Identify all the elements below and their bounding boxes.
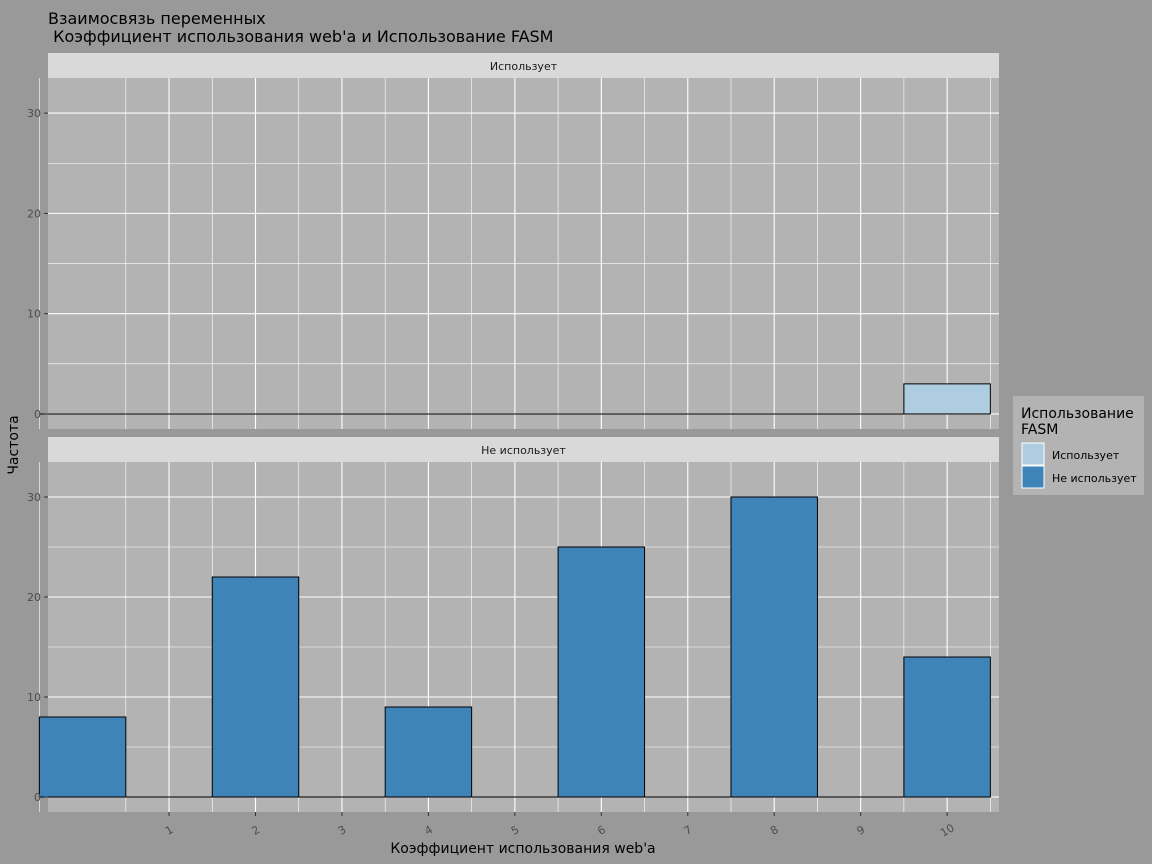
legend-key-not-uses <box>1021 465 1045 489</box>
legend: Использование FASM Использует Не использ… <box>1013 396 1144 495</box>
legend-label-not-uses: Не использует <box>1052 472 1137 485</box>
facet-strip-label: Использует <box>490 60 558 73</box>
y-tick-label: 30 <box>27 107 41 120</box>
bar <box>903 656 991 798</box>
legend-title-line1: Использование <box>1021 406 1134 422</box>
facet-strip <box>48 53 999 78</box>
y-tick-label: 0 <box>34 408 41 421</box>
legend-label-uses: Использует <box>1052 449 1120 462</box>
y-tick-label: 20 <box>27 207 41 220</box>
y-tick-label: 30 <box>27 491 41 504</box>
facet-strip <box>48 437 999 462</box>
y-tick-label: 0 <box>34 791 41 804</box>
facet-strip-label: Не использует <box>481 444 566 457</box>
facet-panel-1: Не использует 0 10 20 30 <box>27 437 999 812</box>
chart-title: Взаимосвязь переменных <box>48 9 266 28</box>
chart-subtitle: Коэффициент использования web'a и Исполь… <box>48 27 553 46</box>
x-tick-label: 10 <box>938 821 957 839</box>
facet-panels: Использует 0 10 20 30 Не использует 0 10 20 30 <box>27 53 999 812</box>
y-axis-label: Частота <box>6 415 22 474</box>
bar <box>903 383 991 415</box>
y-tick-label: 10 <box>27 691 41 704</box>
bar <box>730 496 818 798</box>
y-tick-label: 20 <box>27 591 41 604</box>
y-tick-label: 10 <box>27 308 41 321</box>
bar <box>211 576 300 798</box>
panel-background <box>48 462 999 812</box>
legend-key-uses <box>1021 442 1045 466</box>
legend-title-line2: FASM <box>1021 422 1058 438</box>
panel-background <box>48 78 999 429</box>
bar <box>38 716 127 798</box>
bar <box>557 546 646 798</box>
bar <box>384 706 473 798</box>
x-axis-label: Коэффициент использования web'a <box>390 841 655 857</box>
facet-panel-0: Использует 0 10 20 30 <box>27 53 999 429</box>
